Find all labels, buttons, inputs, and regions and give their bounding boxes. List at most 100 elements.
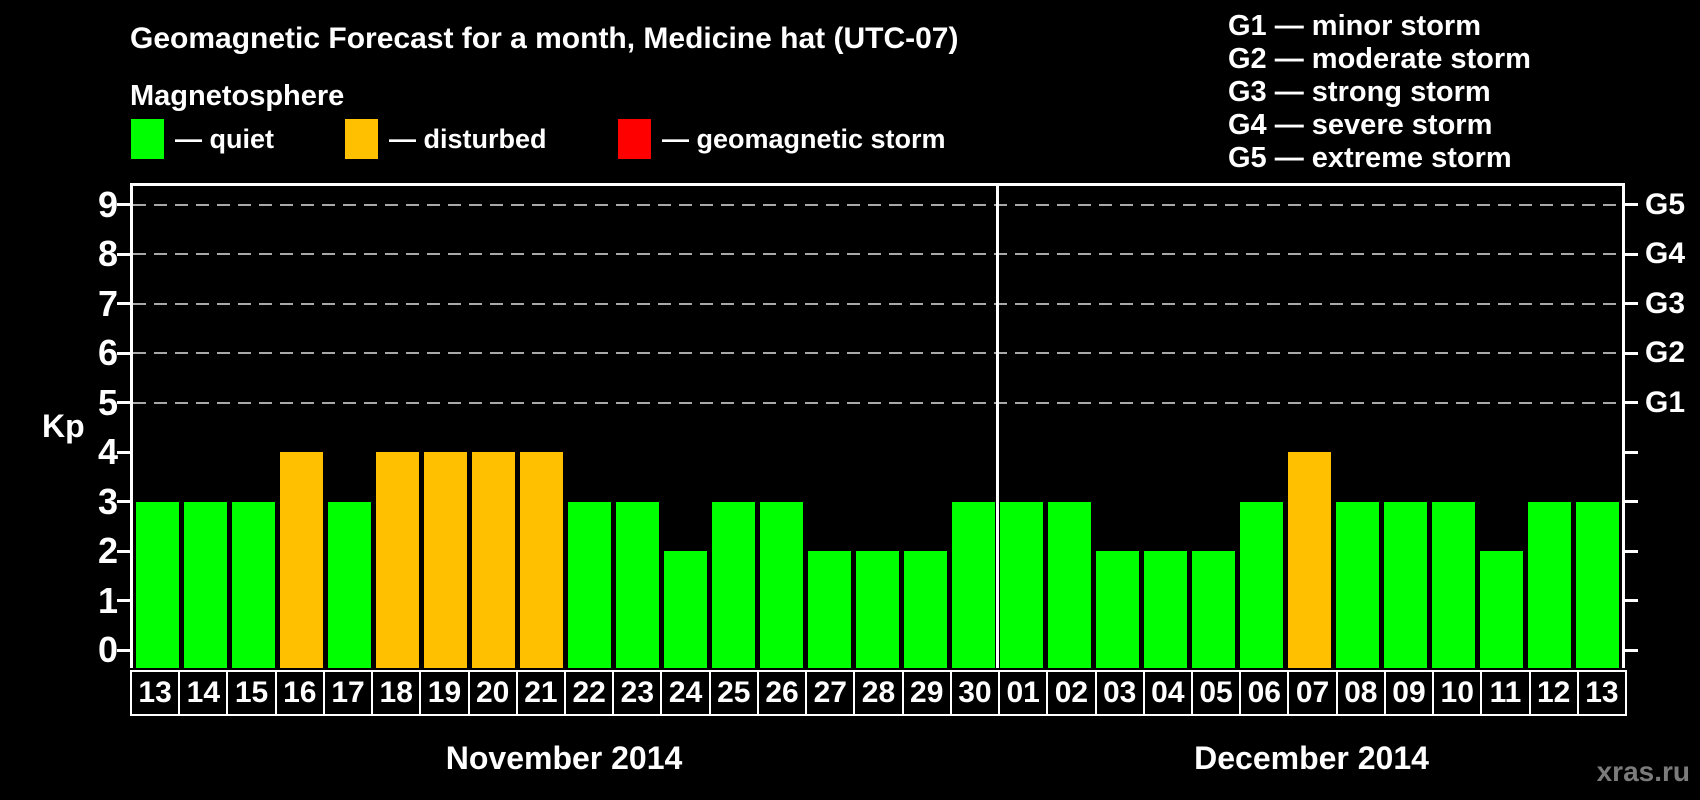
day-label: 23 xyxy=(612,670,663,716)
y-tick-left-5 xyxy=(117,401,130,404)
y-tick-left-8 xyxy=(117,252,130,256)
kp-bar xyxy=(807,551,851,668)
day-label: 21 xyxy=(515,670,567,716)
y-tick-left-2 xyxy=(117,549,130,553)
g-scale-legend: G1 — minor storm G2 — moderate storm G3 — … xyxy=(1228,10,1531,175)
magnetosphere-legend: — quiet — disturbed — geomagnetic storm xyxy=(0,118,1100,160)
gridline-kp8 xyxy=(133,253,1622,255)
day-label: 16 xyxy=(274,670,325,716)
gridline-kp9 xyxy=(133,203,1622,206)
y-axis-label-8: 8 xyxy=(97,233,118,274)
y-tick-right-9 xyxy=(1625,203,1638,206)
kp-bar xyxy=(1096,551,1140,668)
g-scale-legend-line: G2 — moderate storm xyxy=(1228,43,1531,75)
g-scale-legend-line: G5 — extreme storm xyxy=(1228,142,1512,174)
day-label: 26 xyxy=(756,670,808,716)
y-axis-label-2: 2 xyxy=(97,530,118,571)
magnetosphere-label: Magnetosphere xyxy=(130,80,345,112)
day-label: 10 xyxy=(1432,670,1483,716)
y-tick-right-5 xyxy=(1625,401,1638,404)
legend-swatch-disturbed xyxy=(345,119,378,159)
day-label: 13 xyxy=(130,670,181,716)
day-label: 28 xyxy=(853,670,904,716)
day-label: 14 xyxy=(178,670,229,716)
kp-bar xyxy=(423,452,467,668)
y-tick-left-3 xyxy=(117,500,130,503)
y-tick-left-6 xyxy=(117,351,130,355)
y-axis-label-5: 5 xyxy=(97,381,118,423)
y-tick-right-4 xyxy=(1625,450,1638,454)
y-tick-right-3 xyxy=(1625,500,1638,503)
day-label: 06 xyxy=(1239,670,1290,716)
g-scale-legend-line: G1 — minor storm xyxy=(1228,10,1481,42)
kp-bar xyxy=(711,501,755,668)
kp-bar xyxy=(279,452,323,668)
legend-label-storm: — geomagnetic storm xyxy=(662,124,946,154)
day-label: 01 xyxy=(998,670,1049,716)
kp-bar xyxy=(1336,501,1380,668)
day-label: 09 xyxy=(1383,670,1435,716)
day-label: 24 xyxy=(660,670,711,716)
kp-bar xyxy=(519,452,563,668)
g-scale-legend-line: G3 — strong storm xyxy=(1228,76,1491,108)
kp-bar xyxy=(904,551,948,668)
kp-bar xyxy=(1000,501,1044,668)
day-label: 03 xyxy=(1094,670,1145,716)
y-tick-left-1 xyxy=(117,599,130,602)
y-tick-right-2 xyxy=(1625,549,1638,553)
day-label: 04 xyxy=(1142,670,1193,716)
y-tick-left-0 xyxy=(117,648,130,652)
kp-bar xyxy=(663,551,707,668)
day-label: 22 xyxy=(564,670,615,716)
kp-bar xyxy=(1384,501,1428,668)
gridline-kp5 xyxy=(133,401,1622,404)
kp-bar xyxy=(1288,452,1332,668)
g-axis-label-G2: G2 xyxy=(1645,336,1686,369)
g-axis-label-G3: G3 xyxy=(1645,286,1686,320)
kp-bar xyxy=(1480,551,1524,668)
day-label: 11 xyxy=(1480,670,1531,716)
day-label: 18 xyxy=(371,670,422,716)
kp-bar xyxy=(615,501,659,668)
day-label: 25 xyxy=(708,670,759,716)
gridline-kp7 xyxy=(133,302,1622,305)
kp-bar xyxy=(1048,501,1092,668)
y-tick-right-6 xyxy=(1625,351,1638,355)
y-tick-left-7 xyxy=(117,302,130,305)
day-label: 17 xyxy=(322,670,374,716)
kp-bar xyxy=(327,501,371,668)
day-label: 29 xyxy=(901,670,952,716)
day-label: 13 xyxy=(1576,670,1627,716)
y-tick-left-4 xyxy=(117,450,130,454)
kp-bar xyxy=(1240,501,1284,668)
kp-bar xyxy=(1192,551,1236,668)
kp-bar xyxy=(183,501,227,668)
legend-label-disturbed: — disturbed xyxy=(389,124,547,154)
day-label: 19 xyxy=(419,670,470,716)
day-label: 07 xyxy=(1287,670,1338,716)
g-scale-legend-line: G4 — severe storm xyxy=(1228,109,1493,141)
y-axis-label-7: 7 xyxy=(97,282,118,324)
legend-swatch-storm xyxy=(618,119,651,159)
y-tick-right-8 xyxy=(1625,252,1638,256)
watermark: xras.ru xyxy=(1596,756,1690,787)
y-axis-label-3: 3 xyxy=(97,480,118,522)
kp-bar xyxy=(375,452,419,668)
y-axis-label-4: 4 xyxy=(97,431,118,472)
kp-bar xyxy=(471,452,515,668)
kp-bar xyxy=(135,501,179,668)
month-divider xyxy=(996,186,1000,668)
y-tick-right-7 xyxy=(1625,302,1638,305)
kp-bar xyxy=(952,501,996,668)
y-axis-label-6: 6 xyxy=(97,332,118,373)
kp-bar xyxy=(1144,551,1188,668)
kp-bar xyxy=(759,501,803,668)
kp-bar xyxy=(567,501,611,668)
y-tick-right-0 xyxy=(1625,648,1638,652)
y-tick-left-9 xyxy=(117,203,130,206)
kp-axis-label: Kp xyxy=(42,408,85,444)
day-label: 12 xyxy=(1528,670,1579,716)
y-tick-right-1 xyxy=(1625,599,1638,602)
day-label: 30 xyxy=(949,670,1001,716)
